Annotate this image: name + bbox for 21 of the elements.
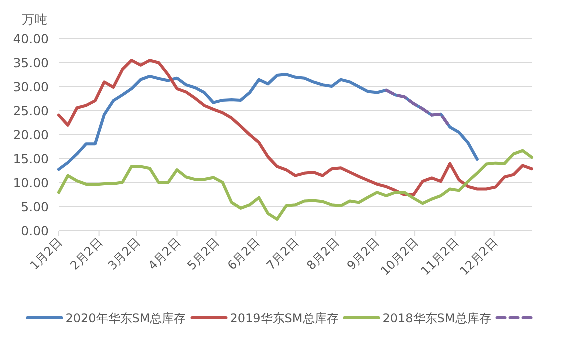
legend-label: 2020年华东SM总库存 [66, 312, 186, 326]
y-tick-label: 40.00 [13, 32, 50, 46]
legend-label: 2018华东SM总库存 [382, 312, 492, 326]
y-tick-label: 35.00 [13, 56, 50, 70]
y-tick-label: 15.00 [13, 152, 50, 166]
legend-label: 2019华东SM总库存 [230, 312, 339, 326]
line-series [58, 149, 534, 221]
x-tick-label: 2月2日 [68, 235, 106, 273]
y-tick-label: 25.00 [13, 104, 50, 118]
x-tick-label: 5月2日 [184, 235, 222, 273]
x-tick-label: 7月2日 [264, 235, 302, 273]
line-series [58, 59, 534, 196]
x-tick-label: 8月2日 [304, 235, 342, 273]
y-tick-label: 5.00 [21, 200, 50, 214]
x-tick-label: 4月2日 [146, 235, 184, 273]
x-tick-label: 3月2日 [105, 235, 144, 273]
y-tick-label: 20.00 [13, 128, 50, 142]
y-tick-label: 10.00 [13, 176, 50, 190]
y-tick-label: 30.00 [13, 80, 50, 94]
x-tick-label: 6月2日 [224, 235, 263, 273]
y-axis-title: 万吨 [22, 12, 48, 27]
